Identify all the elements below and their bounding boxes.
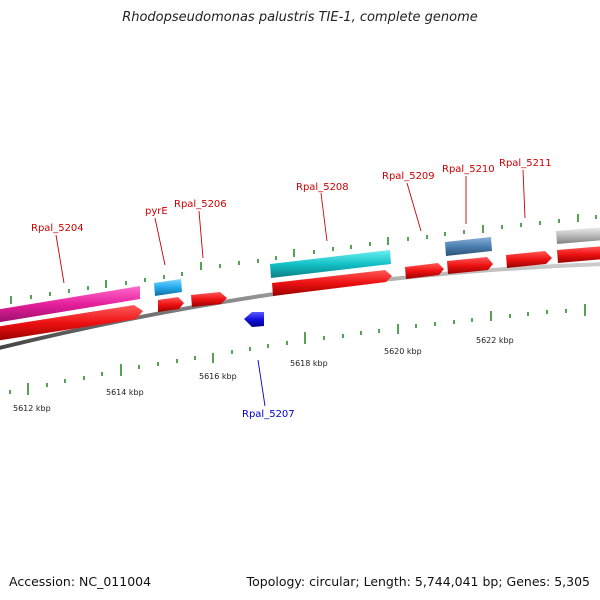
gene-label-rpal-5208[interactable]: Rpal_5208 — [296, 182, 349, 193]
inner-tick-row — [9, 304, 586, 395]
feature-5208[interactable] — [270, 250, 391, 278]
cds-arrow-5208[interactable] — [272, 270, 392, 296]
gene-labels: Rpal_5204 pyrE Rpal_5206 Rpal_5208 Rpal_… — [31, 158, 552, 420]
cds-forward-track — [0, 246, 600, 341]
cds-arrow-5210[interactable] — [447, 257, 493, 274]
genome-title: Rhodopseudomonas palustris TIE-1, comple… — [122, 10, 478, 25]
outer-tick-row — [10, 214, 597, 304]
accession-text: Accession: NC_011004 — [9, 574, 152, 589]
feature-track — [0, 227, 600, 323]
gene-label-rpal-5204[interactable]: Rpal_5204 — [31, 223, 84, 234]
feature-5210[interactable] — [445, 237, 492, 256]
kbp-label: 5622 kbp — [476, 336, 514, 345]
kbp-label: 5616 kbp — [199, 372, 237, 381]
label-leader-5207 — [257, 359, 266, 407]
kbp-scale: 5612 kbp 5614 kbp 5616 kbp 5618 kbp 5620… — [13, 336, 514, 413]
cds-arrow-pyre[interactable] — [158, 297, 184, 312]
gene-label-rpal-5211[interactable]: Rpal_5211 — [499, 158, 552, 169]
feature-next[interactable] — [556, 227, 600, 244]
kbp-label: 5618 kbp — [290, 359, 328, 368]
feature-5204[interactable] — [0, 286, 140, 323]
cds-arrow-next[interactable] — [557, 246, 600, 263]
cds-arrow-5204[interactable] — [0, 305, 143, 341]
kbp-label: 5614 kbp — [106, 388, 144, 397]
gene-label-pyre[interactable]: pyrE — [145, 206, 168, 217]
gene-label-rpal-5206[interactable]: Rpal_5206 — [174, 199, 227, 210]
gene-label-rpal-5209[interactable]: Rpal_5209 — [382, 171, 435, 182]
cds-arrow-5206[interactable] — [191, 292, 227, 307]
label-leaders — [55, 169, 526, 284]
genome-summary-text: Topology: circular; Length: 5,744,041 bp… — [246, 574, 590, 589]
gene-label-rpal-5207[interactable]: Rpal_5207 — [242, 409, 295, 420]
kbp-label: 5620 kbp — [384, 347, 422, 356]
cds-arrow-5209[interactable] — [405, 263, 444, 279]
reverse-feature-5207[interactable] — [244, 312, 264, 327]
gene-label-rpal-5210[interactable]: Rpal_5210 — [442, 164, 495, 175]
feature-pyre[interactable] — [154, 279, 182, 296]
kbp-label: 5612 kbp — [13, 404, 51, 413]
cds-arrow-5211[interactable] — [506, 251, 552, 268]
